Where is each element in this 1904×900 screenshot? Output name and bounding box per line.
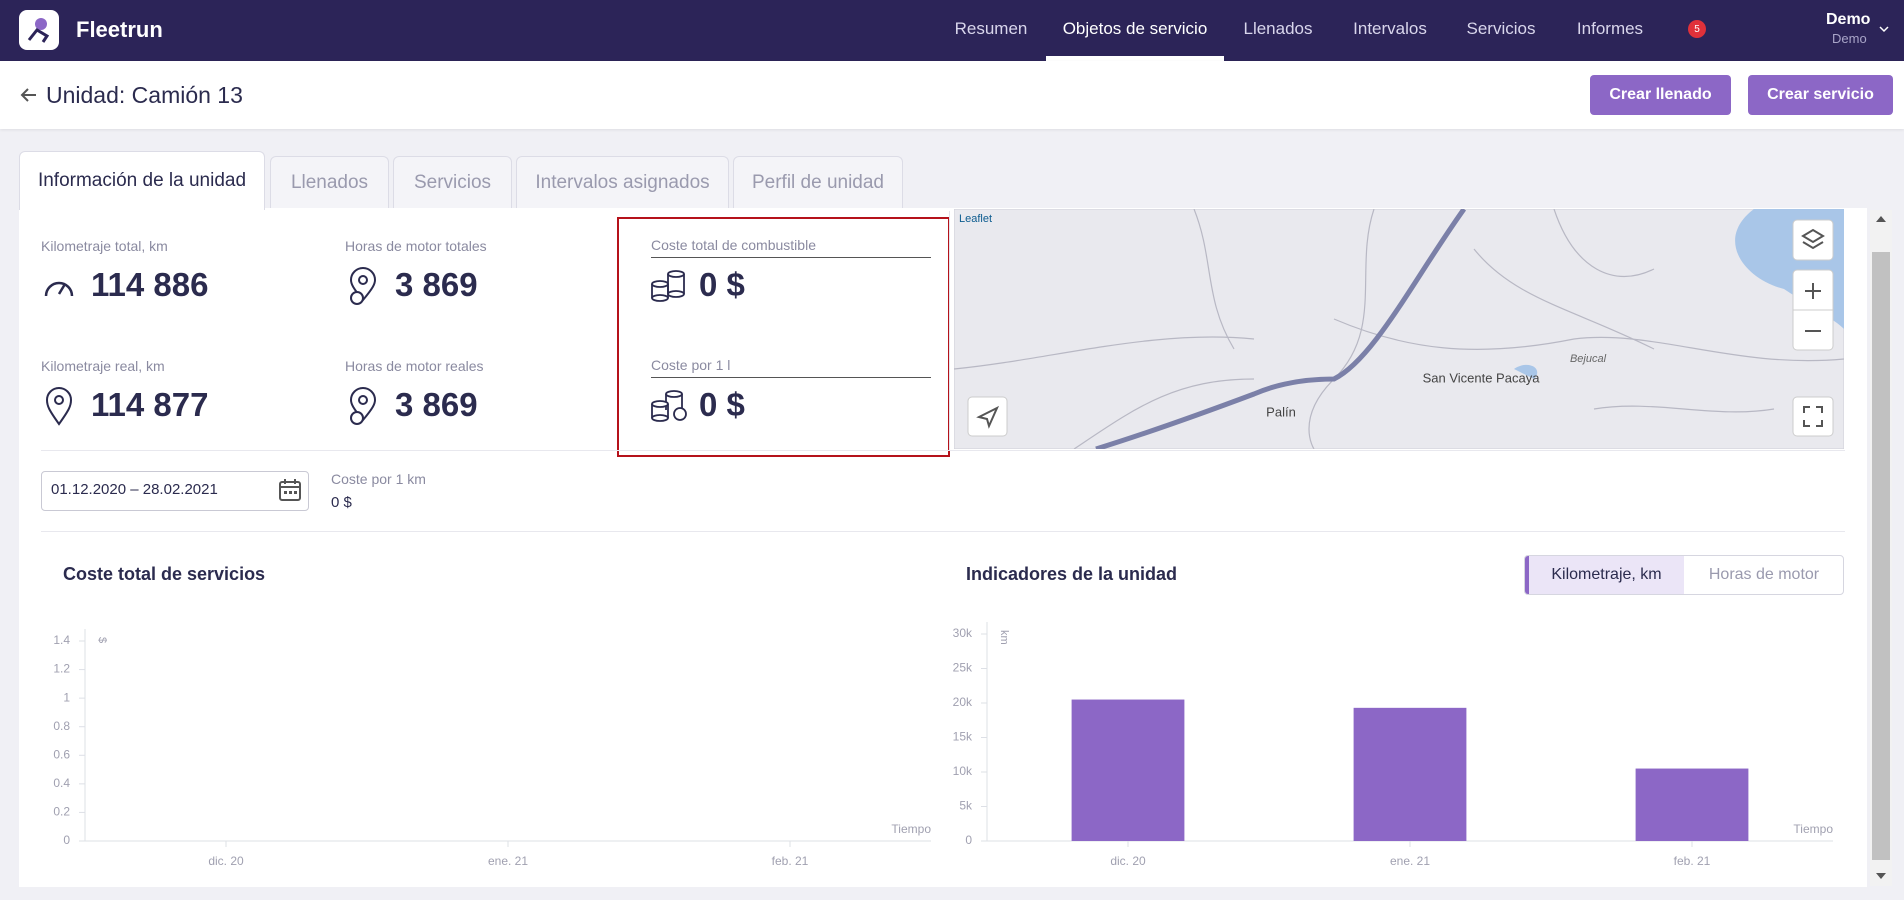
y-tick-label: 15k	[953, 730, 973, 744]
x-tick-label: ene. 21	[488, 854, 528, 868]
y-tick-label: 0	[965, 833, 972, 847]
y-axis-label: km	[998, 630, 1010, 645]
bar	[1072, 700, 1185, 841]
x-tick-label: dic. 20	[208, 854, 244, 868]
y-tick-label: 25k	[953, 661, 973, 675]
tab-active[interactable]: Información de la unidad	[19, 151, 265, 210]
y-tick-label: 20k	[953, 695, 973, 709]
y-tick-label: 0.4	[53, 776, 70, 790]
y-axis-label: $	[96, 637, 108, 643]
x-axis-label: Tiempo	[1793, 822, 1833, 836]
bar	[1354, 708, 1467, 841]
y-tick-label: 1.4	[53, 633, 70, 647]
y-tick-label: 0	[63, 833, 70, 847]
x-tick-label: ene. 21	[1390, 854, 1430, 868]
y-tick-label: 0.6	[53, 747, 70, 761]
y-tick-label: 0.8	[53, 719, 70, 733]
y-tick-label: 5k	[959, 799, 973, 813]
y-tick-label: 0.2	[53, 805, 70, 819]
bar	[1636, 769, 1749, 841]
x-tick-label: feb. 21	[772, 854, 809, 868]
x-tick-label: feb. 21	[1674, 854, 1711, 868]
x-axis-label: Tiempo	[891, 822, 931, 836]
y-tick-label: 1.2	[53, 662, 70, 676]
y-tick-label: 1	[63, 690, 70, 704]
chart-title: Indicadores de la unidad	[966, 564, 1177, 584]
chart-title: Coste total de servicios	[63, 564, 265, 584]
x-tick-label: dic. 20	[1110, 854, 1146, 868]
y-tick-label: 10k	[953, 764, 973, 778]
y-tick-label: 30k	[953, 626, 973, 640]
